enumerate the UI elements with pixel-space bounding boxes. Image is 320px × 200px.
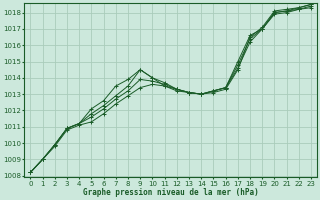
X-axis label: Graphe pression niveau de la mer (hPa): Graphe pression niveau de la mer (hPa) [83,188,259,197]
